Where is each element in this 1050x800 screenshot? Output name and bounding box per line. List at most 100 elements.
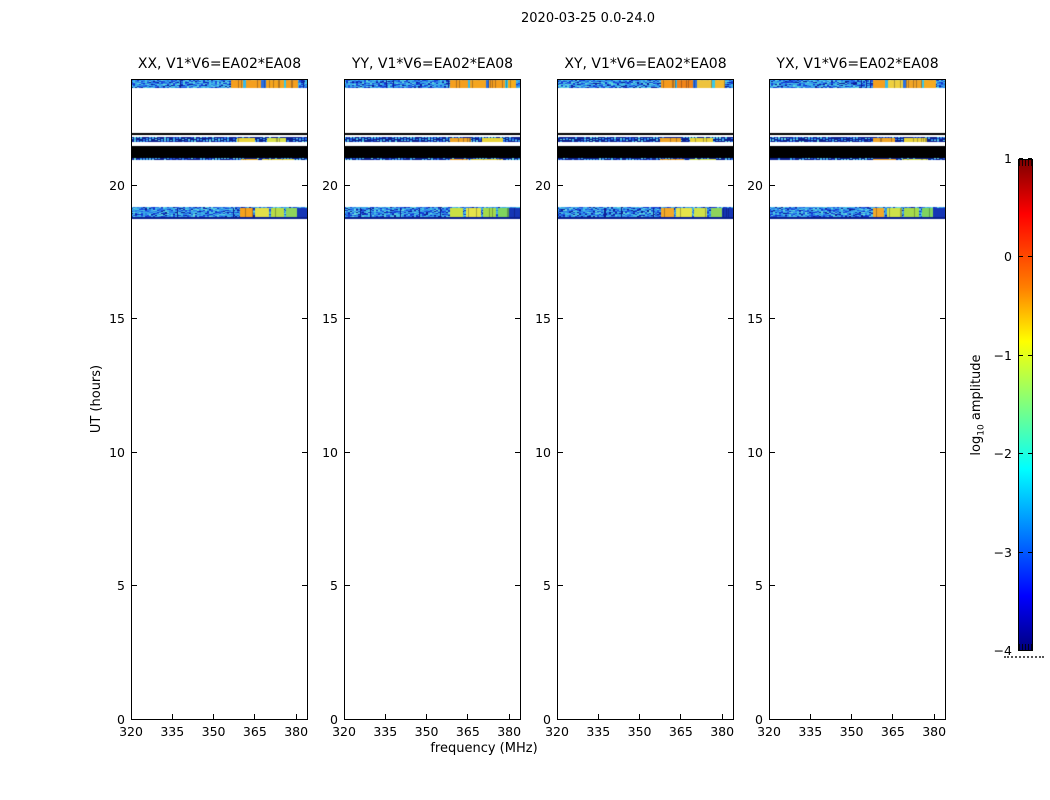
y-tick-right: [515, 585, 520, 587]
x-tick-label: 320: [545, 724, 569, 739]
y-tick-left: [770, 184, 775, 186]
y-tick-right: [940, 318, 945, 320]
x-tick-label: 320: [332, 724, 356, 739]
x-tick-label: 365: [880, 724, 905, 739]
panel-yx-heatmap: [769, 79, 946, 720]
y-tick-right: [940, 719, 945, 720]
x-tick-label: 350: [201, 724, 226, 739]
y-tick-left: [132, 585, 137, 587]
y-tick-label: 20: [747, 177, 763, 193]
x-tick: [213, 714, 215, 719]
y-tick-label: 5: [330, 578, 338, 594]
y-tick-label: 0: [543, 712, 551, 727]
colorbar-label-amplitude: amplitude: [969, 354, 984, 425]
y-tick-left: [558, 719, 563, 720]
y-tick-left: [345, 719, 350, 720]
x-tick: [809, 714, 811, 719]
y-tick-label: 5: [117, 578, 125, 594]
y-tick-left: [558, 585, 563, 587]
panel-frame-xx: [131, 79, 308, 720]
x-tick: [254, 714, 256, 719]
y-tick-right: [728, 451, 733, 453]
x-tick-label: 365: [668, 724, 693, 739]
x-tick: [343, 714, 345, 719]
x-tick-label: 380: [710, 724, 735, 739]
y-tick-label: 20: [322, 177, 338, 193]
x-tick-label: 320: [119, 724, 143, 739]
y-tick-right: [515, 318, 520, 320]
colorbar-tick-label: −1: [993, 347, 1012, 363]
y-tick-right: [728, 585, 733, 587]
y-tick-left: [132, 451, 137, 453]
y-tick-label: 10: [322, 444, 338, 460]
colorbar-tick-right: [1028, 453, 1032, 455]
panel-frame-xy: [557, 79, 734, 720]
colorbar-underflow-dots: [1004, 656, 1044, 660]
panel-title-yx: YX, V1*V6=EA02*EA08: [776, 56, 939, 72]
panel-xx-heatmap: [131, 79, 308, 720]
y-tick-right: [302, 184, 307, 186]
colorbar-tick-label: −4: [993, 643, 1012, 658]
colorbar-tick-label: 0: [1004, 249, 1012, 265]
colorbar-tick-left: [1019, 551, 1023, 553]
y-tick-right: [302, 719, 307, 720]
x-tick-label: 380: [922, 724, 947, 739]
colorbar-tick-label: 1: [1004, 151, 1012, 166]
y-tick-right: [302, 451, 307, 453]
y-tick-left: [345, 318, 350, 320]
colorbar: [1018, 159, 1033, 651]
y-tick-right: [728, 719, 733, 720]
y-tick-label: 15: [535, 311, 551, 327]
x-tick-label: 335: [798, 724, 823, 739]
y-tick-left: [132, 184, 137, 186]
x-tick-label: 320: [757, 724, 781, 739]
colorbar-tick-left: [1019, 650, 1023, 651]
colorbar-tick-label: −2: [993, 446, 1012, 462]
x-axis-label: frequency (MHz): [430, 741, 538, 756]
y-tick-label: 0: [330, 712, 338, 727]
colorbar-overflow-hatch: [1019, 160, 1032, 166]
x-tick: [508, 714, 510, 719]
figure-title: 2020-03-25 0.0-24.0: [521, 11, 655, 26]
y-tick-label: 10: [109, 444, 125, 460]
y-tick-right: [515, 719, 520, 720]
x-tick-label: 335: [160, 724, 185, 739]
x-tick-label: 380: [497, 724, 522, 739]
x-tick: [467, 714, 469, 719]
y-tick-right: [728, 184, 733, 186]
panel-title-xy: XY, V1*V6=EA02*EA08: [564, 56, 727, 72]
y-axis-label: UT (hours): [89, 364, 104, 434]
x-tick-label: 335: [586, 724, 611, 739]
x-tick: [295, 714, 297, 719]
x-tick: [892, 714, 894, 719]
y-tick-left: [770, 719, 775, 720]
x-tick: [851, 714, 853, 719]
y-tick-label: 20: [109, 177, 125, 193]
y-tick-left: [132, 719, 137, 720]
colorbar-tick-right: [1028, 158, 1032, 159]
y-tick-left: [770, 318, 775, 320]
y-tick-right: [302, 585, 307, 587]
x-tick: [721, 714, 723, 719]
y-tick-label: 15: [109, 311, 125, 327]
panel-title-xx: XX, V1*V6=EA02*EA08: [137, 56, 302, 72]
colorbar-label-sub: 10: [976, 424, 987, 436]
y-tick-right: [515, 451, 520, 453]
panel-xy-heatmap: [557, 79, 734, 720]
x-tick-label: 350: [627, 724, 652, 739]
y-tick-right: [940, 184, 945, 186]
y-tick-label: 0: [117, 712, 125, 727]
y-tick-right: [940, 585, 945, 587]
y-tick-label: 10: [747, 444, 763, 460]
colorbar-tick-left: [1019, 354, 1023, 356]
y-tick-right: [728, 318, 733, 320]
y-tick-left: [558, 318, 563, 320]
y-tick-label: 5: [755, 578, 763, 594]
x-tick: [597, 714, 599, 719]
colorbar-tick-label: −3: [993, 544, 1012, 560]
x-tick: [384, 714, 386, 719]
colorbar-tick-right: [1028, 551, 1032, 553]
x-tick-label: 365: [455, 724, 480, 739]
y-tick-label: 5: [543, 578, 551, 594]
x-tick: [171, 714, 173, 719]
